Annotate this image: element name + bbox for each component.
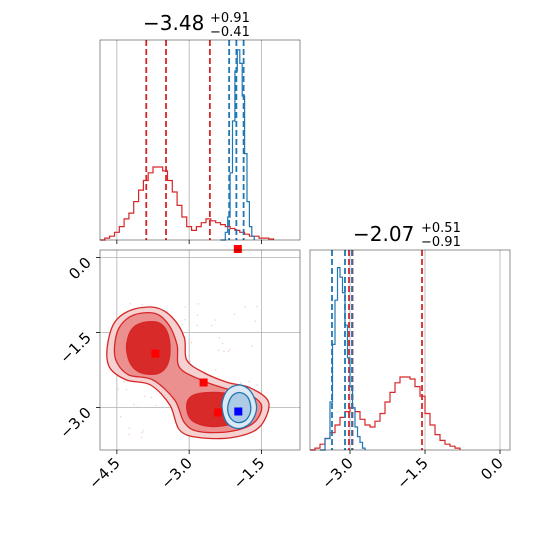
x-tick-label: −3.0 (157, 454, 195, 492)
sample-point (197, 303, 200, 305)
sample-point (136, 406, 138, 409)
title-upper: +0.51 (421, 221, 461, 236)
sample-point (143, 395, 146, 398)
sample-point (196, 324, 198, 327)
sample-point (227, 350, 230, 352)
sample-point (155, 404, 158, 407)
x-tick-label: 0.0 (477, 454, 507, 484)
sample-point (221, 342, 224, 345)
y-tick-label: −3.0 (56, 404, 94, 442)
y-tick-label: −1.5 (56, 329, 94, 367)
sample-point (141, 303, 144, 306)
x-tick-label: −1.5 (230, 454, 268, 492)
sample-point (142, 429, 144, 432)
sample-point (141, 431, 143, 434)
sample-point (244, 305, 246, 308)
sample-point (190, 341, 193, 344)
title-main: −3.48 (143, 11, 204, 35)
x-tick-label: −1.5 (393, 454, 431, 492)
sample-point (181, 323, 184, 326)
sample-point (256, 305, 258, 308)
panel-frame (99, 249, 301, 451)
contour-panel: −4.5 −3.0 −1.5 0.0 −1.5 −3.0 (56, 245, 301, 493)
sample-point (128, 433, 130, 436)
marker (151, 349, 160, 358)
marker (234, 407, 243, 416)
x-tick-label: −4.5 (85, 454, 123, 492)
sample-point (150, 396, 153, 399)
panel-frame (99, 39, 301, 241)
title-lower: −0.41 (210, 25, 250, 40)
sample-point (125, 388, 128, 391)
y-tick-label: 0.0 (65, 254, 95, 284)
histogram-series (310, 376, 461, 451)
title-lower: −0.91 (421, 235, 461, 250)
sample-point (248, 380, 251, 383)
title-bottom-right: −2.07 +0.51 −0.91 (353, 221, 461, 250)
sample-point (184, 306, 187, 308)
sample-point (129, 302, 132, 305)
x-tick-label: −3.0 (318, 454, 356, 492)
histogram-panel-bottom-right: −3.0 −1.5 0.0 (309, 249, 511, 493)
sample-point (256, 384, 258, 386)
panel-frame (309, 249, 511, 451)
marker (233, 245, 242, 253)
title-main: −2.07 (353, 222, 414, 246)
sample-point (184, 318, 186, 321)
histogram-series (320, 267, 366, 451)
contour-level (125, 321, 171, 376)
title-top-left: −3.48 +0.91 −0.41 (143, 11, 250, 40)
sample-point (240, 382, 242, 384)
sample-point (218, 337, 221, 339)
sample-point (214, 369, 217, 371)
sample-point (254, 320, 257, 323)
sample-point (117, 388, 119, 390)
sample-point (251, 345, 254, 347)
sample-point (133, 403, 135, 406)
sample-point (189, 360, 191, 363)
histogram-panel-top-left (99, 39, 301, 244)
sample-point (229, 348, 232, 351)
sample-point (223, 350, 225, 353)
sample-point (140, 436, 143, 439)
sample-point (196, 314, 199, 316)
sample-point (123, 381, 125, 383)
sample-point (128, 427, 131, 430)
marker (199, 378, 208, 387)
sample-point (119, 415, 122, 418)
sample-point (214, 319, 217, 321)
marker (214, 408, 223, 417)
sample-point (233, 313, 236, 315)
histogram-series (220, 49, 255, 241)
title-upper: +0.91 (210, 11, 250, 26)
sample-point (210, 324, 213, 327)
sample-point (217, 349, 220, 351)
histogram-series (100, 166, 275, 241)
